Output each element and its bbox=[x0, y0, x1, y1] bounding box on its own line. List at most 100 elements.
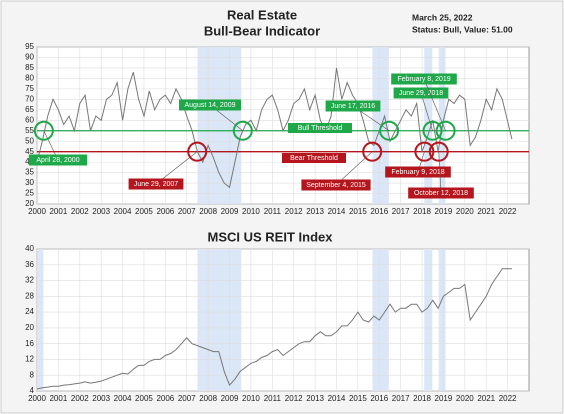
y-tick-label: 45 bbox=[25, 147, 34, 156]
x-tick-label: 2002 bbox=[71, 394, 89, 403]
y-tick-label: 50 bbox=[25, 136, 34, 145]
y-tick-label: 55 bbox=[25, 126, 34, 135]
annotation-label: February 8, 2019 bbox=[397, 76, 450, 83]
threshold-label: Bull Threshold bbox=[298, 125, 343, 132]
annotation-box bbox=[391, 73, 457, 85]
shaded-period bbox=[424, 47, 433, 204]
annotation-label: February 9, 2018 bbox=[391, 169, 444, 176]
x-tick-label: 2011 bbox=[264, 207, 282, 216]
date: March 25, 2022 bbox=[412, 12, 473, 22]
y-tick-label: 36 bbox=[25, 260, 34, 269]
shaded-period bbox=[424, 249, 433, 391]
x-tick-label: 2002 bbox=[71, 207, 89, 216]
annotation-circle bbox=[379, 120, 400, 141]
annotation-label: October 12, 2018 bbox=[414, 190, 468, 197]
x-tick-label: 2019 bbox=[435, 394, 453, 403]
series-line bbox=[36, 268, 512, 390]
annotation-box bbox=[385, 166, 451, 178]
x-tick-label: 2021 bbox=[477, 207, 495, 216]
x-tick-label: 2010 bbox=[242, 394, 260, 403]
x-tick-label: 2015 bbox=[349, 207, 367, 216]
y-tick-label: 30 bbox=[25, 178, 34, 187]
chart-title: Bull-Bear Indicator bbox=[204, 23, 320, 38]
plot-area bbox=[36, 46, 530, 205]
x-tick-label: 2011 bbox=[264, 394, 282, 403]
x-tick-label: 2005 bbox=[135, 207, 153, 216]
x-tick-label: 2012 bbox=[285, 394, 303, 403]
x-tick-label: 2021 bbox=[477, 394, 495, 403]
x-tick-label: 2007 bbox=[178, 394, 196, 403]
x-tick-label: 2012 bbox=[285, 207, 303, 216]
x-tick-label: 2018 bbox=[413, 207, 431, 216]
x-tick-label: 2022 bbox=[499, 394, 517, 403]
y-tick-label: 80 bbox=[25, 74, 34, 83]
x-tick-label: 2001 bbox=[49, 207, 67, 216]
x-tick-label: 2003 bbox=[92, 394, 110, 403]
y-tick-label: 4 bbox=[30, 386, 35, 395]
annotation-circle bbox=[33, 120, 54, 141]
x-tick-label: 2008 bbox=[199, 394, 217, 403]
annotation-label: August 14, 2009 bbox=[185, 102, 236, 109]
y-tick-label: 12 bbox=[25, 355, 34, 364]
x-tick-label: 2020 bbox=[456, 394, 474, 403]
y-tick-label: 35 bbox=[25, 168, 34, 177]
annotation-box bbox=[128, 178, 184, 190]
annotation-box bbox=[179, 99, 241, 111]
y-tick-label: 95 bbox=[25, 42, 34, 51]
y-tick-label: 8 bbox=[30, 370, 35, 379]
x-tick-label: 2014 bbox=[328, 394, 346, 403]
x-tick-label: 2006 bbox=[156, 207, 174, 216]
y-tick-label: 16 bbox=[25, 339, 34, 348]
y-tick-label: 70 bbox=[25, 94, 34, 103]
x-tick-label: 2018 bbox=[413, 394, 431, 403]
annotation-box bbox=[325, 100, 381, 112]
x-tick-label: 2013 bbox=[306, 207, 324, 216]
x-tick-label: 2016 bbox=[370, 207, 388, 216]
x-tick-label: 2000 bbox=[28, 394, 46, 403]
y-tick-label: 40 bbox=[25, 244, 34, 253]
x-tick-label: 2006 bbox=[156, 394, 174, 403]
x-tick-label: 2000 bbox=[28, 207, 46, 216]
series-line bbox=[36, 67, 513, 189]
annotation-circle bbox=[187, 141, 208, 162]
x-tick-label: 2017 bbox=[392, 207, 410, 216]
x-tick-label: 2004 bbox=[114, 394, 132, 403]
annotation-leader bbox=[438, 151, 442, 194]
annotation-box bbox=[393, 87, 449, 99]
x-tick-label: 2014 bbox=[328, 207, 346, 216]
annotation-box bbox=[408, 187, 474, 199]
x-tick-label: 2016 bbox=[370, 394, 388, 403]
x-tick-label: 2010 bbox=[242, 207, 260, 216]
annotation-circle bbox=[422, 120, 443, 141]
annotation-circle bbox=[428, 141, 449, 162]
x-tick-label: 2009 bbox=[221, 394, 239, 403]
annotation-label: April 28, 2000 bbox=[36, 157, 79, 164]
annotation-circle bbox=[435, 120, 456, 141]
x-tick-label: 2004 bbox=[114, 207, 132, 216]
y-tick-label: 85 bbox=[25, 63, 34, 72]
x-tick-label: 2007 bbox=[178, 207, 196, 216]
annotation-circle bbox=[232, 120, 253, 141]
annotation-box bbox=[28, 154, 88, 166]
x-tick-label: 2020 bbox=[456, 207, 474, 216]
x-tick-label: 2003 bbox=[92, 207, 110, 216]
y-tick-label: 60 bbox=[25, 115, 34, 124]
chart-title: Real Estate bbox=[227, 7, 297, 22]
annotation-label: June 29, 2018 bbox=[399, 90, 443, 97]
shaded-period bbox=[372, 249, 389, 391]
y-tick-label: 24 bbox=[25, 307, 34, 316]
annotation-box bbox=[301, 179, 371, 191]
annotation-circle bbox=[414, 141, 435, 162]
shaded-period bbox=[38, 249, 44, 391]
x-tick-label: 2015 bbox=[349, 394, 367, 403]
annotation-label: June 29, 2007 bbox=[134, 181, 178, 188]
x-tick-label: 2019 bbox=[435, 207, 453, 216]
shaded-period bbox=[197, 47, 242, 204]
plot-area bbox=[36, 248, 530, 392]
y-tick-label: 28 bbox=[25, 291, 34, 300]
y-tick-label: 20 bbox=[25, 323, 34, 332]
y-tick-label: 75 bbox=[25, 84, 34, 93]
threshold-label-box bbox=[282, 153, 346, 163]
x-tick-label: 2001 bbox=[49, 394, 67, 403]
